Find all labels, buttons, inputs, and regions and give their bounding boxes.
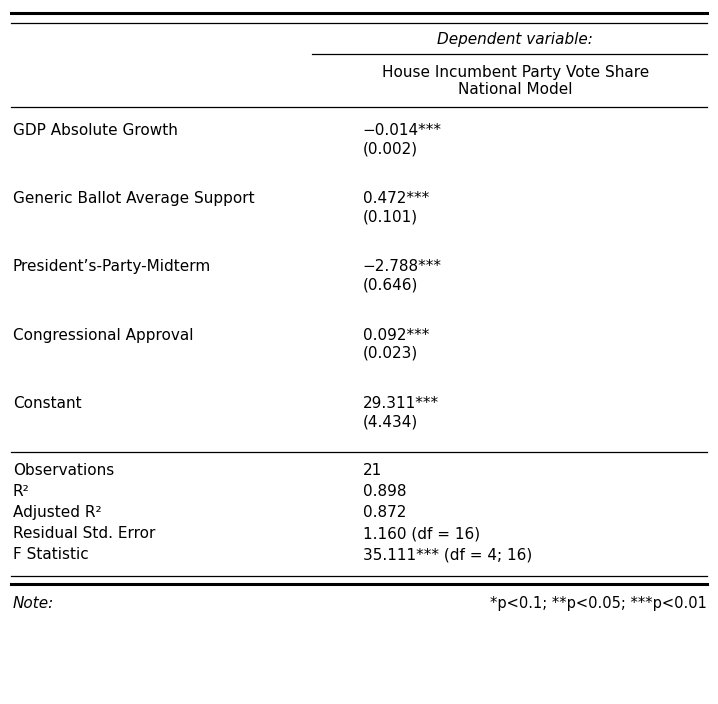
Text: 21: 21 (363, 463, 382, 478)
Text: President’s-Party-Midterm: President’s-Party-Midterm (13, 259, 211, 275)
Text: Adjusted R²: Adjusted R² (13, 505, 101, 520)
Text: 35.111*** (df = 4; 16): 35.111*** (df = 4; 16) (363, 547, 532, 562)
Text: Congressional Approval: Congressional Approval (13, 327, 193, 343)
Text: R²: R² (13, 484, 29, 499)
Text: Constant: Constant (13, 396, 82, 411)
Text: (0.101): (0.101) (363, 209, 418, 225)
Text: 0.092***: 0.092*** (363, 327, 429, 343)
Text: (0.023): (0.023) (363, 346, 418, 361)
Text: 0.472***: 0.472*** (363, 191, 429, 206)
Text: 29.311***: 29.311*** (363, 396, 439, 411)
Text: House Incumbent Party Vote Share
National Model: House Incumbent Party Vote Share Nationa… (381, 65, 649, 97)
Text: −2.788***: −2.788*** (363, 259, 442, 275)
Text: −0.014***: −0.014*** (363, 122, 442, 138)
Text: (4.434): (4.434) (363, 414, 418, 429)
Text: Generic Ballot Average Support: Generic Ballot Average Support (13, 191, 255, 206)
Text: Residual Std. Error: Residual Std. Error (13, 526, 155, 541)
Text: (0.002): (0.002) (363, 141, 418, 156)
Text: 0.898: 0.898 (363, 484, 406, 499)
Text: (0.646): (0.646) (363, 277, 418, 293)
Text: Observations: Observations (13, 463, 114, 478)
Text: 0.872: 0.872 (363, 505, 406, 520)
Text: Note:: Note: (13, 596, 54, 611)
Text: *p<0.1; **p<0.05; ***p<0.01: *p<0.1; **p<0.05; ***p<0.01 (490, 596, 707, 611)
Text: GDP Absolute Growth: GDP Absolute Growth (13, 122, 178, 138)
Text: F Statistic: F Statistic (13, 547, 89, 562)
Text: 1.160 (df = 16): 1.160 (df = 16) (363, 526, 480, 541)
Text: Dependent variable:: Dependent variable: (437, 32, 593, 47)
